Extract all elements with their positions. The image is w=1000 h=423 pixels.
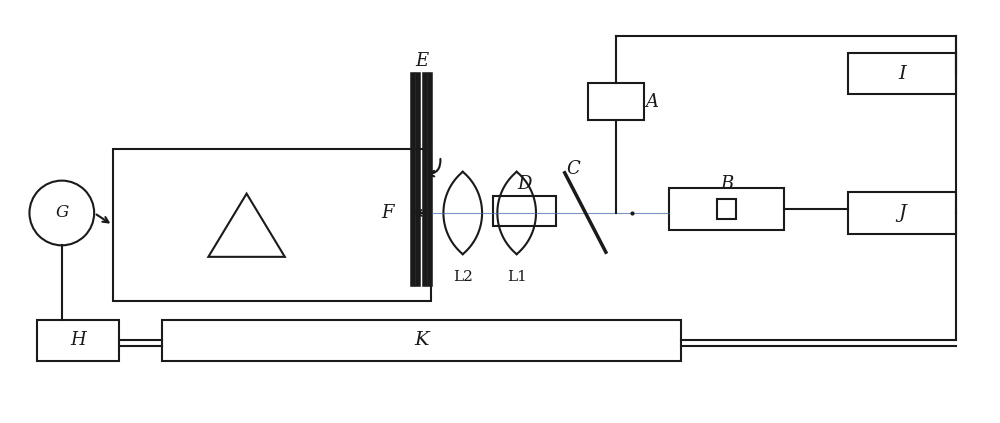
Bar [717,199,736,219]
Text: G: G [55,204,68,222]
Bar [493,196,556,226]
Text: D: D [517,175,532,192]
Polygon shape [208,194,285,257]
Text: F: F [381,204,394,222]
Bar [162,320,681,361]
Text: C: C [567,160,580,178]
Circle shape [29,181,94,245]
Text: L1: L1 [507,270,527,284]
Bar [113,149,431,301]
Text: A: A [645,93,658,111]
Text: B: B [720,175,733,192]
Text: L2: L2 [453,270,473,284]
Text: K: K [414,331,429,349]
Text: J: J [898,204,906,222]
Bar [848,53,956,94]
Text: E: E [415,52,428,70]
Bar [588,82,644,120]
Text: I: I [898,65,906,83]
Bar [669,189,784,230]
Bar [848,192,956,233]
Bar [37,320,119,361]
Text: H: H [71,331,86,349]
